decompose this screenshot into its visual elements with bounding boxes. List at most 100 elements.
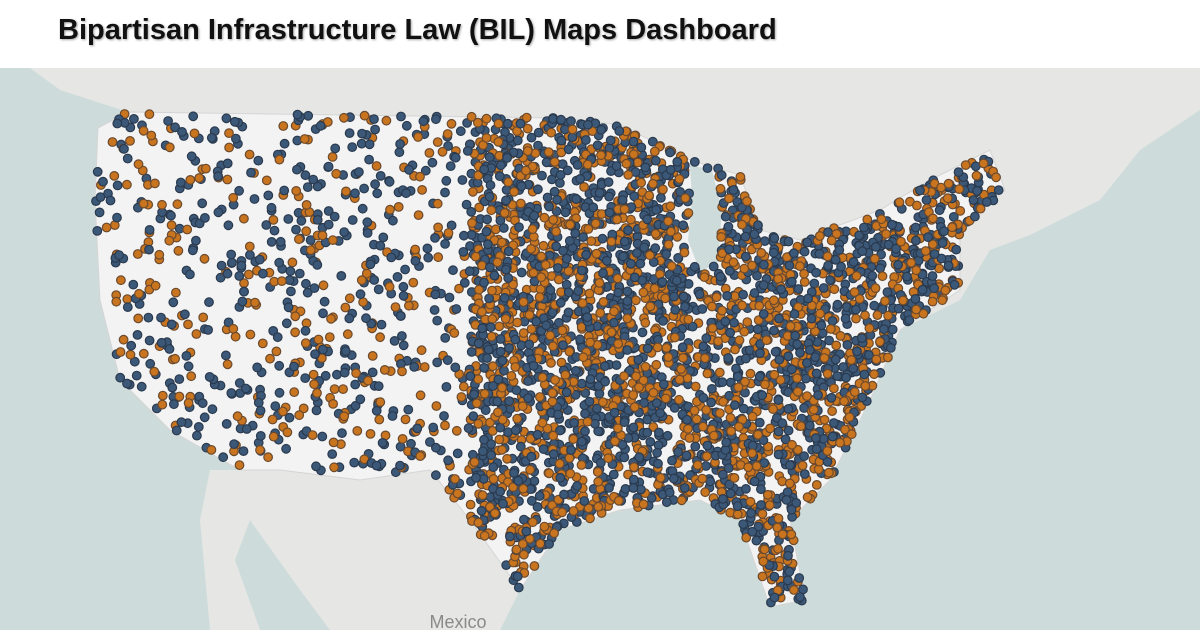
project-dot[interactable] [871, 354, 882, 365]
project-dot[interactable] [136, 381, 147, 392]
project-dot[interactable] [613, 495, 624, 506]
project-dot[interactable] [811, 267, 821, 278]
project-dot[interactable] [829, 284, 840, 295]
project-dot[interactable] [122, 153, 133, 164]
project-dot[interactable] [745, 368, 756, 379]
project-dot[interactable] [473, 117, 483, 128]
project-dot[interactable] [197, 398, 208, 409]
project-dot[interactable] [415, 390, 426, 401]
project-dot[interactable] [274, 257, 285, 268]
project-dot[interactable] [949, 279, 960, 290]
project-dot[interactable] [300, 373, 311, 384]
project-dot[interactable] [239, 286, 249, 297]
project-dot[interactable] [862, 214, 873, 225]
project-dot[interactable] [815, 308, 825, 319]
project-dot[interactable] [450, 152, 461, 163]
project-dot[interactable] [769, 592, 780, 603]
project-dot[interactable] [657, 277, 668, 287]
project-dot[interactable] [480, 405, 491, 416]
project-dot[interactable] [732, 509, 743, 520]
project-dot[interactable] [729, 317, 739, 328]
project-dot[interactable] [563, 144, 574, 155]
project-dot[interactable] [784, 566, 795, 577]
project-dot[interactable] [254, 254, 265, 265]
project-dot[interactable] [825, 324, 836, 334]
project-dot[interactable] [546, 127, 557, 138]
project-dot[interactable] [553, 409, 563, 420]
project-dot[interactable] [827, 316, 838, 326]
project-dot[interactable] [578, 232, 588, 243]
project-dot[interactable] [893, 303, 904, 314]
project-dot[interactable] [401, 188, 412, 199]
project-dot[interactable] [479, 164, 490, 175]
project-dot[interactable] [559, 489, 569, 500]
project-dot[interactable] [481, 226, 492, 237]
project-dot[interactable] [555, 472, 566, 483]
project-dot[interactable] [498, 498, 508, 509]
project-dot[interactable] [692, 460, 703, 471]
project-dot[interactable] [725, 412, 736, 423]
project-dot[interactable] [902, 271, 912, 282]
project-dot[interactable] [122, 302, 133, 313]
project-dot[interactable] [564, 235, 575, 246]
project-dot[interactable] [571, 194, 582, 205]
project-dot[interactable] [300, 338, 311, 349]
project-dot[interactable] [408, 277, 419, 288]
project-dot[interactable] [718, 494, 728, 504]
project-dot[interactable] [553, 263, 563, 273]
project-dot[interactable] [796, 421, 806, 432]
project-dot[interactable] [675, 186, 685, 197]
project-dot[interactable] [723, 463, 734, 474]
project-dot[interactable] [488, 381, 498, 391]
project-dot[interactable] [857, 392, 868, 403]
project-dot[interactable] [199, 253, 210, 264]
project-dot[interactable] [253, 397, 264, 408]
project-dot[interactable] [547, 396, 558, 407]
project-dot[interactable] [397, 366, 407, 377]
project-dot[interactable] [373, 381, 384, 392]
project-dot[interactable] [655, 408, 666, 419]
project-dot[interactable] [469, 457, 480, 468]
project-dot[interactable] [410, 244, 421, 255]
project-dot[interactable] [655, 472, 666, 483]
project-dot[interactable] [883, 352, 893, 363]
project-dot[interactable] [234, 185, 245, 196]
project-dot[interactable] [628, 390, 639, 400]
project-dot[interactable] [204, 297, 214, 308]
project-dot[interactable] [312, 388, 322, 398]
project-dot[interactable] [213, 171, 224, 182]
project-dot[interactable] [381, 115, 392, 126]
project-dot[interactable] [466, 111, 477, 122]
project-dot[interactable] [179, 309, 190, 320]
project-dot[interactable] [869, 300, 880, 311]
project-dot[interactable] [174, 391, 185, 402]
project-dot[interactable] [427, 157, 438, 168]
project-dot[interactable] [652, 342, 663, 353]
project-dot[interactable] [700, 487, 711, 498]
project-dot[interactable] [415, 171, 425, 182]
project-dot[interactable] [387, 411, 398, 421]
project-dot[interactable] [769, 325, 779, 336]
project-dot[interactable] [851, 271, 862, 281]
project-dot[interactable] [400, 414, 411, 425]
project-dot[interactable] [203, 325, 214, 335]
project-dot[interactable] [489, 270, 500, 281]
project-dot[interactable] [274, 360, 285, 371]
project-dot[interactable] [721, 437, 732, 448]
project-dot[interactable] [929, 249, 940, 259]
map[interactable]: Mexico [0, 68, 1200, 630]
project-dot[interactable] [168, 297, 179, 308]
project-dot[interactable] [824, 335, 834, 346]
project-dot[interactable] [495, 486, 506, 497]
project-dot[interactable] [724, 244, 735, 255]
project-dot[interactable] [581, 249, 591, 260]
project-dot[interactable] [495, 422, 506, 433]
project-dot[interactable] [880, 296, 890, 307]
project-dot[interactable] [149, 366, 160, 377]
project-dot[interactable] [724, 479, 735, 490]
project-dot[interactable] [804, 420, 815, 431]
project-dot[interactable] [835, 437, 845, 448]
project-dot[interactable] [257, 338, 268, 349]
project-dot[interactable] [749, 476, 760, 487]
project-dot[interactable] [144, 109, 155, 120]
